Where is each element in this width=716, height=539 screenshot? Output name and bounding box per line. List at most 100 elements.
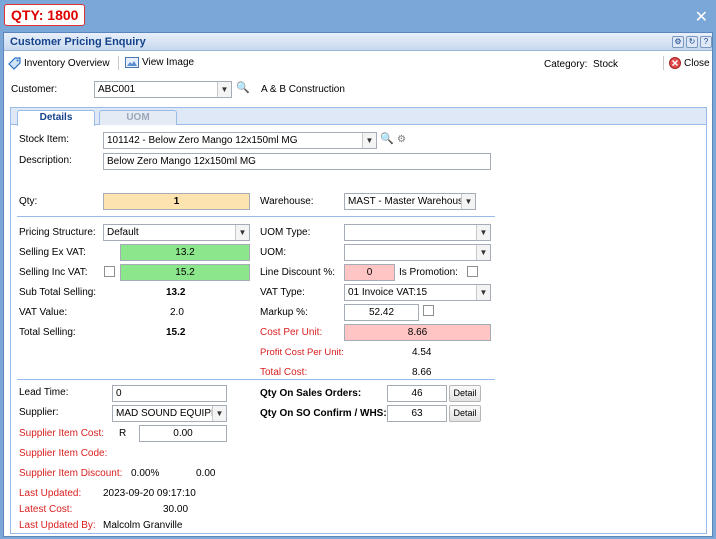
close-button[interactable]: Close [669,57,710,69]
tab-uom[interactable]: UOM [99,110,177,125]
profit-cost-value: 4.54 [412,347,432,358]
window-title: Customer Pricing Enquiry [10,36,146,48]
toolbar: Inventory Overview View Image Category: … [4,52,712,74]
total-selling-value: 15.2 [166,327,186,338]
category-value: Stock [593,59,619,70]
vat-value-label: VAT Value: [19,307,68,318]
supplier-item-cost-field[interactable]: 0.00 [139,425,227,442]
chevron-down-icon: ▼ [476,285,490,300]
view-image-button[interactable]: View Image [125,57,194,68]
stock-item-label: Stock Item: [19,134,70,145]
selling-inc-vat-label: Selling Inc VAT: [19,267,88,278]
close-icon[interactable]: ✕ [694,9,708,26]
description-label: Description: [19,155,72,166]
gear-icon[interactable]: ⚙ [672,36,684,48]
total-cost-label: Total Cost: [260,367,308,378]
close-circle-icon [669,57,681,69]
tab-bar: Details UOM [11,108,706,126]
chevron-down-icon: ▼ [476,225,490,240]
chevron-down-icon: ▼ [212,406,226,421]
description-field[interactable]: Below Zero Mango 12x150ml MG [103,153,491,170]
markup-field[interactable]: 52.42 [344,304,419,321]
chevron-down-icon: ▼ [362,133,376,148]
supplier-label: Supplier: [19,407,59,418]
pricing-structure-value: Default [107,227,139,238]
supplier-item-discount-value: 0.00 [196,468,216,479]
warehouse-select[interactable]: MAST - Master Warehouse ▼ [344,193,476,210]
latest-cost-label: Latest Cost: [19,504,73,515]
line-discount-label: Line Discount %: [260,267,336,278]
qty-on-so-confirm-field[interactable]: 63 [387,405,447,422]
so-confirm-detail-button[interactable]: Detail [449,405,481,422]
supplier-select[interactable]: MAD SOUND EQUIPMENT ▼ [112,405,227,422]
tab-details[interactable]: Details [17,110,95,126]
section-divider [17,379,495,380]
chevron-down-icon: ▼ [235,225,249,240]
category-label: Category: [544,59,588,70]
uom-label: UOM: [260,247,287,258]
chevron-down-icon: ▼ [217,82,231,97]
selling-inc-vat-field[interactable]: 15.2 [120,264,250,281]
help-icon[interactable]: ? [700,36,712,48]
latest-cost-value: 30.00 [163,504,189,515]
customer-label: Customer: [11,84,58,95]
stock-item-select[interactable]: 101142 - Below Zero Mango 12x150ml MG ▼ [103,132,377,149]
markup-checkbox[interactable] [423,305,434,316]
supplier-value: MAD SOUND EQUIPMENT [116,408,226,419]
selling-inc-vat-checkbox[interactable] [104,266,115,277]
section-divider [17,216,495,217]
qty-badge: QTY: 1800 [4,4,86,26]
customer-code: ABC001 [98,84,136,95]
vat-type-label: VAT Type: [260,287,305,298]
lead-time-label: Lead Time: [19,387,69,398]
currency-symbol: R [119,428,127,439]
sales-orders-detail-button[interactable]: Detail [449,385,481,402]
last-updated-by-label: Last Updated By: [19,520,96,531]
window-title-bar: Customer Pricing Enquiry ⚙ ↻ ? [4,33,712,51]
uom-type-label: UOM Type: [260,227,311,238]
lead-time-field[interactable]: 0 [112,385,227,402]
sub-total-selling-label: Sub Total Selling: [19,287,97,298]
cost-per-unit-field[interactable]: 8.66 [344,324,491,341]
profit-cost-label: Profit Cost Per Unit: [260,347,344,358]
selling-ex-vat-field[interactable]: 13.2 [120,244,250,261]
qty-on-sales-orders-field[interactable]: 46 [387,385,447,402]
customer-select[interactable]: ABC001 ▼ [94,81,232,98]
last-updated-by-value: Malcolm Granville [103,520,183,531]
search-icon[interactable]: 🔍 [236,82,250,94]
supplier-item-discount-pct: 0.00% [131,468,160,479]
is-promotion-checkbox[interactable] [467,266,478,277]
last-updated-label: Last Updated: [19,488,82,499]
qty-field[interactable]: 1 [103,193,250,210]
vat-type-select[interactable]: 01 Invoice VAT:15 ▼ [344,284,491,301]
qty-on-so-confirm-label: Qty On SO Confirm / WHS: [260,408,387,419]
view-image-label: View Image [142,57,195,68]
pricing-structure-label: Pricing Structure: [19,227,96,238]
pricing-structure-select[interactable]: Default ▼ [103,224,250,241]
warehouse-label: Warehouse: [260,196,314,207]
line-discount-field[interactable]: 0 [344,264,395,281]
chevron-down-icon: ▼ [461,194,475,209]
warehouse-value: MAST - Master Warehouse [348,196,469,207]
inventory-overview-button[interactable]: Inventory Overview [8,57,110,70]
tag-icon [8,57,21,70]
image-icon [125,57,139,68]
chevron-down-icon: ▼ [476,245,490,260]
markup-label: Markup %: [260,307,308,318]
total-cost-value: 8.66 [412,367,432,378]
qty-on-sales-orders-label: Qty On Sales Orders: [260,388,362,399]
selling-ex-vat-label: Selling Ex VAT: [19,247,86,258]
toolbar-divider [663,56,664,70]
pricing-enquiry-window: Customer Pricing Enquiry ⚙ ↻ ? Inventory… [3,32,713,537]
refresh-icon[interactable]: ↻ [686,36,698,48]
last-updated-value: 2023-09-20 09:17:10 [103,488,196,499]
customer-name: A & B Construction [261,84,345,95]
uom-type-select[interactable]: ▼ [344,224,491,241]
stock-lookup-icon[interactable]: ⚙ [397,134,406,145]
close-label: Close [684,57,710,69]
uom-select[interactable]: ▼ [344,244,491,261]
supplier-item-cost-label: Supplier Item Cost: [19,428,105,439]
search-icon[interactable]: 🔍 [380,133,394,145]
cost-per-unit-label: Cost Per Unit: [260,327,323,338]
toolbar-divider [118,56,119,70]
